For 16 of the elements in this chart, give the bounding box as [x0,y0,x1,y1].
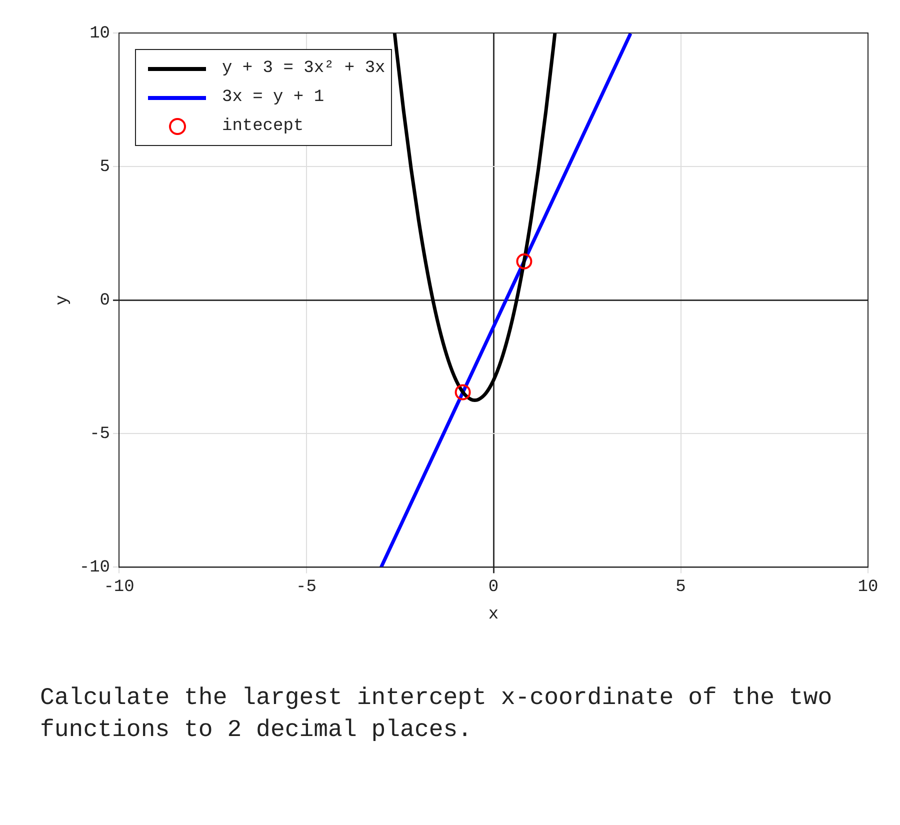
legend-label: y + 3 = 3x² + 3x [222,59,386,78]
x-tick-label: -5 [296,578,316,597]
line-series [392,33,557,402]
legend-label: intecept [222,117,304,136]
text: Calculate the largest intercept x-coordinate of the two functions to 2 decimal places. [40,684,834,746]
x-axis-title: x [488,605,499,624]
y-tick-label: 5 [100,158,110,178]
x-tick-label: 5 [676,578,686,597]
legend-label: 3x = y + 1 [222,88,324,107]
x-tick-label: 10 [858,578,878,597]
y-axis-title: y [54,295,73,306]
y-tick-label: -5 [90,425,110,444]
x-tick-label: 0 [488,578,499,597]
y-tick-label: -10 [79,558,110,578]
y-tick-label: 10 [90,24,110,44]
y-tick-label: 0 [100,292,110,311]
